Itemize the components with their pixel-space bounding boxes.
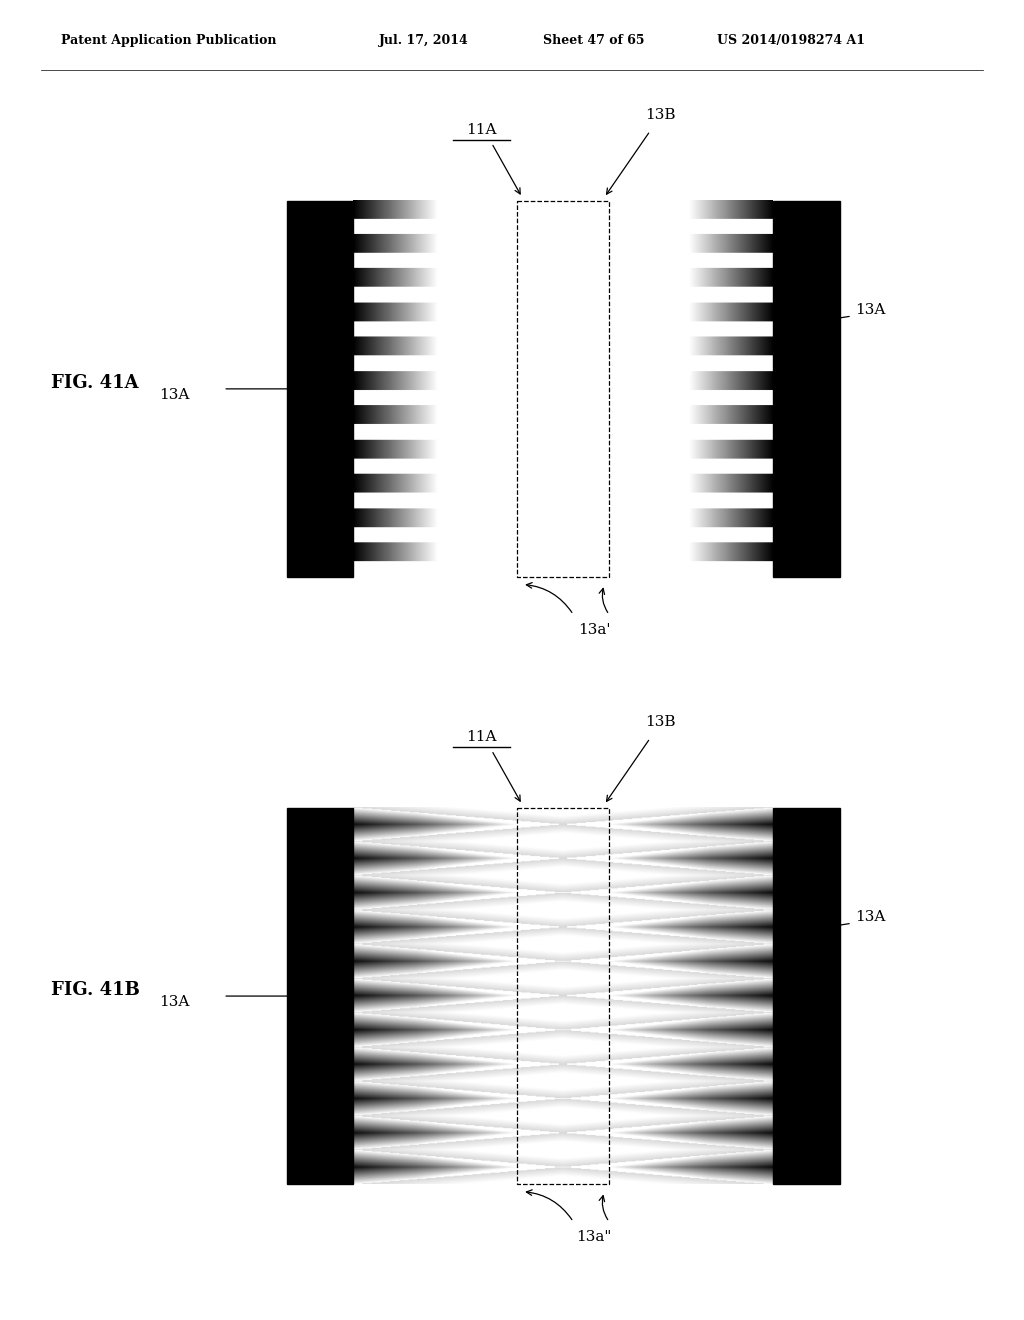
Text: 11A: 11A — [466, 123, 497, 137]
Text: 11A: 11A — [466, 730, 497, 744]
Text: Patent Application Publication: Patent Application Publication — [61, 34, 276, 48]
Text: 13A: 13A — [159, 388, 189, 403]
Bar — [773, 201, 840, 577]
Bar — [773, 808, 840, 1184]
Text: FIG. 41B: FIG. 41B — [51, 981, 140, 999]
Text: 13B: 13B — [645, 108, 676, 121]
Bar — [287, 808, 353, 1184]
Text: 13A: 13A — [855, 302, 886, 317]
Text: Jul. 17, 2014: Jul. 17, 2014 — [379, 34, 469, 48]
Text: 13A: 13A — [159, 995, 189, 1010]
Text: US 2014/0198274 A1: US 2014/0198274 A1 — [717, 34, 865, 48]
Text: 13a': 13a' — [578, 623, 610, 636]
Text: 13B: 13B — [645, 715, 676, 729]
Text: 13A: 13A — [855, 909, 886, 924]
Text: 13a": 13a" — [577, 1230, 611, 1243]
Bar — [287, 201, 353, 577]
Text: FIG. 41A: FIG. 41A — [51, 374, 139, 392]
Text: Sheet 47 of 65: Sheet 47 of 65 — [543, 34, 644, 48]
